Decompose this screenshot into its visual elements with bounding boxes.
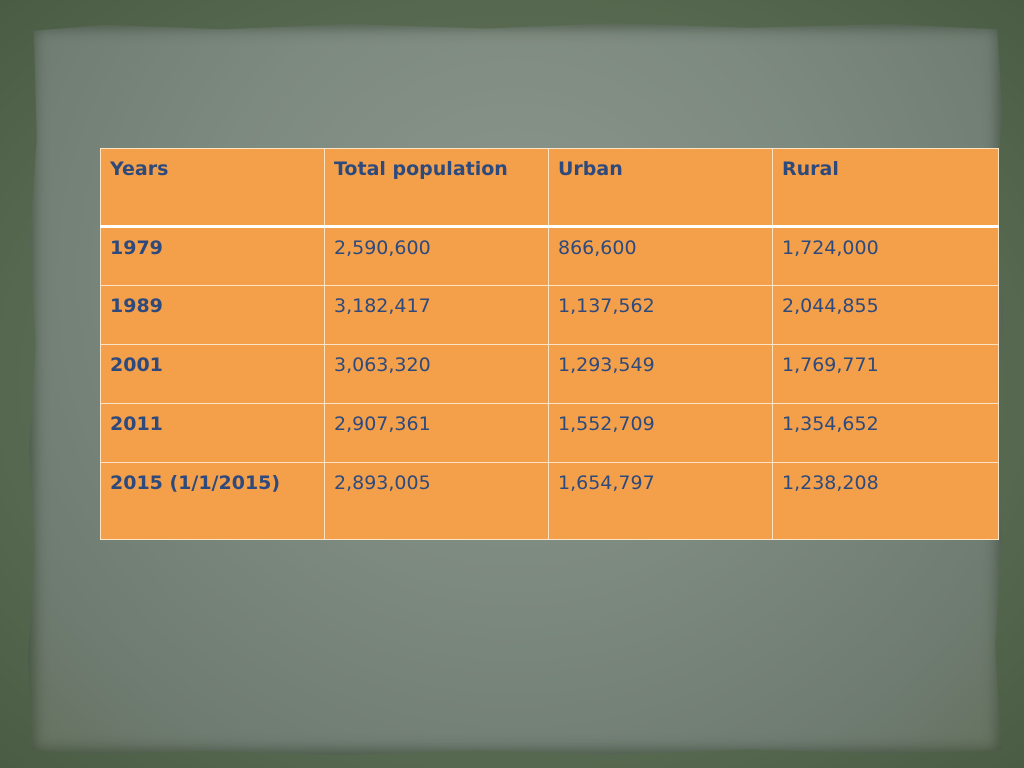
table-row: 2001 3,063,320 1,293,549 1,769,771 (100, 344, 999, 404)
year-cell: 2015 (1/1/2015) (100, 462, 325, 540)
urban-cell: 1,137,562 (548, 285, 773, 345)
table-row: 2015 (1/1/2015) 2,893,005 1,654,797 1,23… (100, 462, 999, 540)
urban-cell: 866,600 (548, 226, 773, 286)
rural-cell: 1,238,208 (772, 462, 999, 540)
header-years: Years (100, 148, 325, 228)
total-population-cell: 3,063,320 (324, 344, 549, 404)
table-header-row: Years Total population Urban Rural (100, 148, 999, 228)
year-cell: 1979 (100, 226, 325, 286)
rural-cell: 2,044,855 (772, 285, 999, 345)
header-urban: Urban (548, 148, 773, 228)
total-population-cell: 2,590,600 (324, 226, 549, 286)
urban-cell: 1,552,709 (548, 403, 773, 463)
population-table-container: Years Total population Urban Rural 1979 … (100, 148, 999, 540)
urban-cell: 1,293,549 (548, 344, 773, 404)
year-cell: 1989 (100, 285, 325, 345)
rural-cell: 1,354,652 (772, 403, 999, 463)
total-population-cell: 2,907,361 (324, 403, 549, 463)
total-population-cell: 3,182,417 (324, 285, 549, 345)
header-rural: Rural (772, 148, 999, 228)
table-row: 1979 2,590,600 866,600 1,724,000 (100, 226, 999, 286)
table-row: 1989 3,182,417 1,137,562 2,044,855 (100, 285, 999, 345)
header-total-population: Total population (324, 148, 549, 228)
population-table: Years Total population Urban Rural 1979 … (100, 148, 999, 540)
year-cell: 2001 (100, 344, 325, 404)
total-population-cell: 2,893,005 (324, 462, 549, 540)
rural-cell: 1,769,771 (772, 344, 999, 404)
year-cell: 2011 (100, 403, 325, 463)
table-row: 2011 2,907,361 1,552,709 1,354,652 (100, 403, 999, 463)
rural-cell: 1,724,000 (772, 226, 999, 286)
urban-cell: 1,654,797 (548, 462, 773, 540)
